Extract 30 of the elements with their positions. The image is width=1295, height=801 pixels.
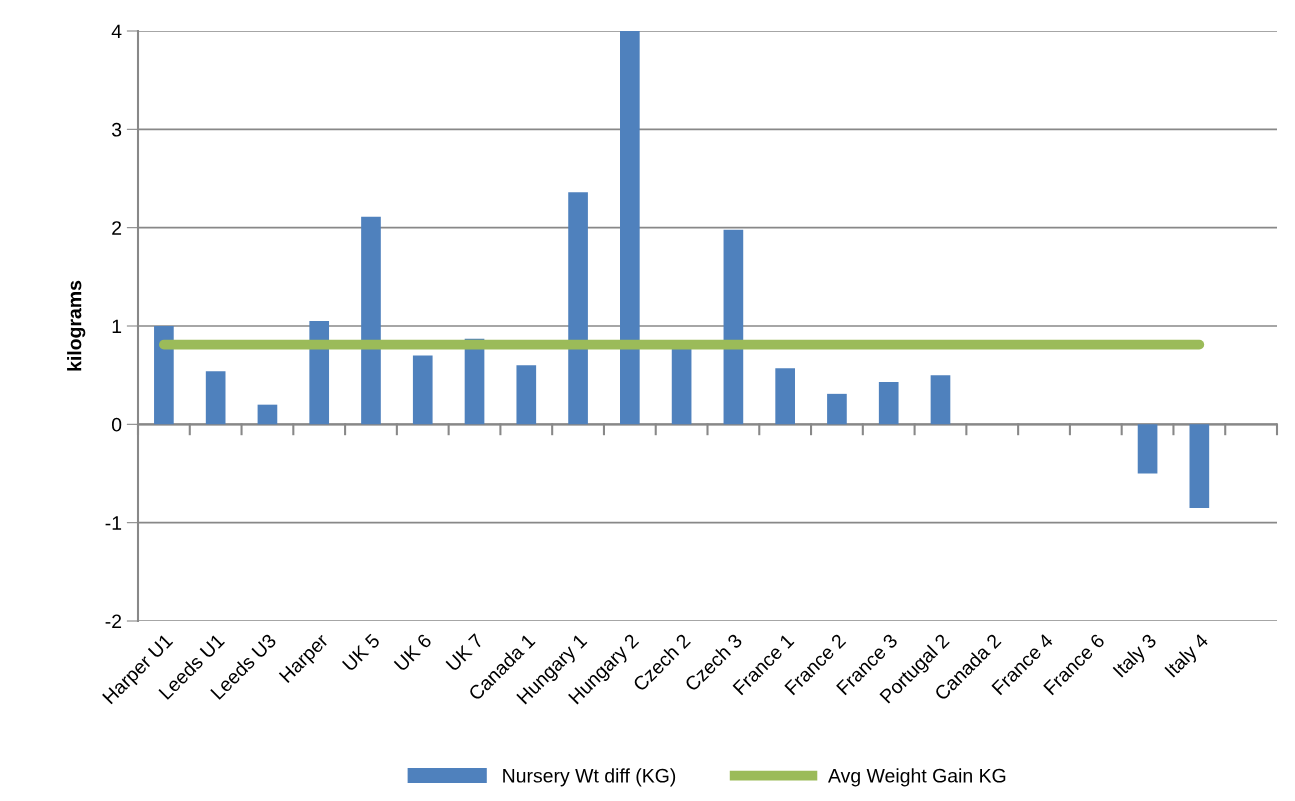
x-tick-label: UK 6 [393, 633, 433, 672]
bar [878, 382, 899, 425]
y-tick-label: 1 [112, 319, 122, 334]
x-tick-label: Italy 3 [1112, 632, 1160, 681]
y-tick-label: 0 [111, 417, 122, 432]
bar [154, 326, 174, 425]
bar [930, 375, 951, 425]
bar [568, 192, 588, 425]
x-tick-label: Italy 4 [1163, 632, 1212, 681]
bar [1137, 424, 1158, 474]
bar [205, 371, 226, 425]
y-tick-label: 2 [112, 221, 122, 235]
y-axis-title: kilograms [67, 280, 86, 371]
legend-label: Avg Weight Gain KG [828, 768, 1006, 787]
y-tick-label: -2 [105, 614, 122, 629]
y-tick-label: 3 [111, 122, 122, 137]
y-tick-label: 4 [111, 24, 122, 39]
y-tick-label: -1 [105, 516, 122, 530]
bar [620, 31, 640, 425]
bar [827, 393, 847, 425]
bar [1189, 424, 1210, 508]
bar [775, 368, 795, 425]
bar [516, 365, 537, 425]
bar [412, 355, 433, 425]
bar [723, 229, 744, 425]
legend-label: Nursery Wt diff (KG) [503, 768, 676, 787]
x-tick-label: UK 5 [341, 633, 381, 672]
bar [257, 404, 278, 425]
bar [361, 216, 381, 425]
bar [671, 347, 692, 425]
